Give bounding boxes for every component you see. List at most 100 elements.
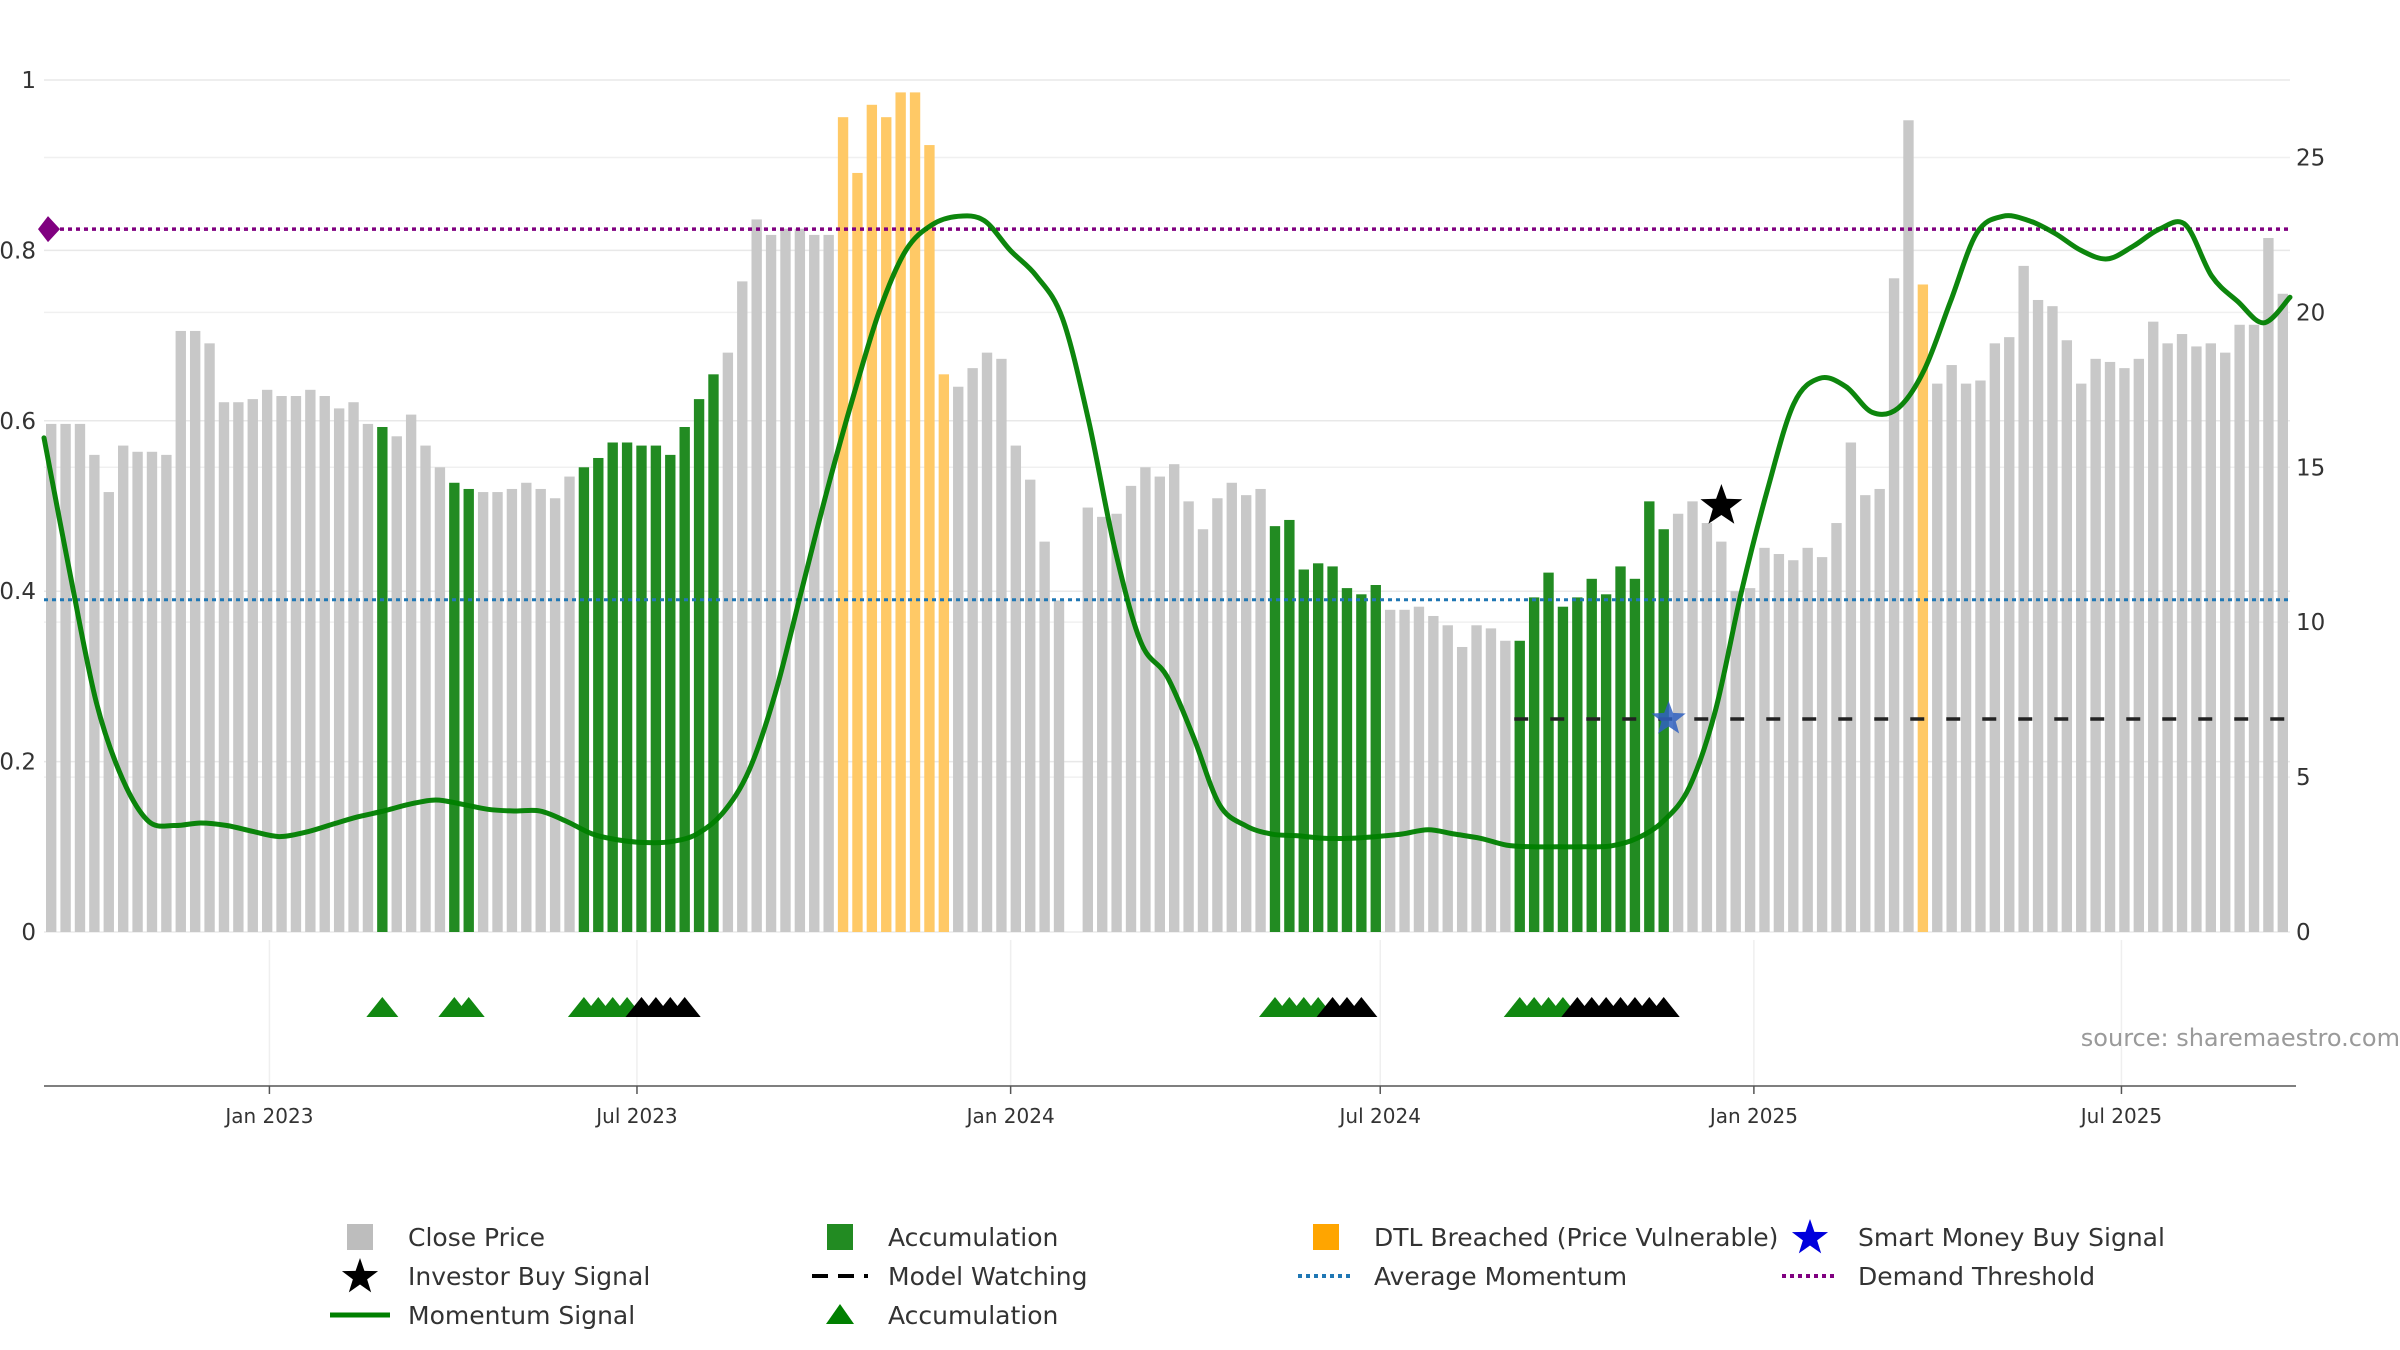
close-price-bar bbox=[1082, 507, 1093, 932]
close-price-bar bbox=[2176, 334, 2188, 932]
close-price-bar bbox=[247, 399, 258, 932]
legend-item-investor: Investor Buy Signal bbox=[330, 1257, 650, 1295]
demand-threshold-marker bbox=[38, 216, 60, 243]
close-price-bar bbox=[189, 330, 201, 932]
legend-star-icon bbox=[330, 1257, 390, 1295]
accumulation-bar bbox=[1341, 588, 1353, 932]
close-price-bar bbox=[391, 436, 402, 932]
close-price-bar bbox=[103, 492, 114, 932]
close-price-bar bbox=[276, 396, 287, 933]
close-price-bar bbox=[60, 423, 71, 932]
close-price-bar bbox=[1744, 588, 1756, 932]
close-price-bar bbox=[46, 423, 57, 932]
close-price-bar bbox=[549, 498, 561, 932]
legend-symbol bbox=[1313, 1224, 1339, 1250]
close-price-bar bbox=[953, 386, 964, 933]
close-price-bar bbox=[1169, 464, 1180, 932]
close-price-bar bbox=[290, 396, 302, 933]
close-price-bar bbox=[823, 234, 834, 933]
grid bbox=[44, 79, 2290, 1086]
close-price-bar bbox=[1716, 541, 1727, 932]
accumulation-bar bbox=[1629, 578, 1641, 932]
close-price-bar bbox=[233, 402, 244, 932]
close-price-bar bbox=[1888, 278, 1900, 932]
close-price-bar bbox=[2133, 358, 2145, 932]
close-price-bar bbox=[118, 445, 129, 932]
close-price-bar bbox=[2248, 324, 2260, 933]
close-price-bar bbox=[1226, 482, 1237, 932]
accumulation-bar bbox=[665, 454, 676, 932]
right-axis-tick-label: 0 bbox=[2296, 920, 2311, 946]
dtl-breached-bar bbox=[924, 145, 935, 932]
close-price-bar bbox=[1384, 609, 1396, 932]
legend-label: Smart Money Buy Signal bbox=[1858, 1222, 2165, 1252]
dtl-breached-bar bbox=[866, 104, 878, 932]
close-price-bar bbox=[967, 368, 978, 932]
close-price-bar bbox=[1816, 557, 1828, 932]
close-price-bar bbox=[2004, 337, 2015, 933]
close-price-bar bbox=[1053, 600, 1065, 932]
legend-square-icon bbox=[1296, 1218, 1356, 1256]
legend-symbol bbox=[341, 1258, 379, 1293]
close-price-bar bbox=[765, 234, 777, 933]
close-price-bar bbox=[218, 402, 230, 932]
legend-item-accum_tri: Accumulation bbox=[810, 1296, 1058, 1334]
accumulation-bar bbox=[1586, 578, 1597, 932]
close-price-bar bbox=[1111, 513, 1122, 932]
legend-label: DTL Breached (Price Vulnerable) bbox=[1374, 1222, 1779, 1252]
close-price-bar bbox=[405, 414, 417, 932]
left-axis-tick-label: 0.6 bbox=[0, 409, 36, 435]
accumulation-bar bbox=[1356, 594, 1367, 932]
close-price-bar bbox=[1903, 120, 1914, 932]
x-tick-label: Jan 2023 bbox=[223, 1104, 313, 1128]
close-price-bar bbox=[2047, 306, 2058, 933]
close-price-bar bbox=[1730, 591, 1741, 932]
close-price-bar bbox=[492, 492, 503, 932]
close-price-bar bbox=[132, 451, 143, 932]
legend-label: Close Price bbox=[408, 1222, 546, 1252]
accumulation-bar bbox=[1370, 585, 1381, 932]
accumulation-bar bbox=[693, 399, 705, 932]
legend-square-icon bbox=[810, 1218, 870, 1256]
accumulation-bar bbox=[636, 445, 647, 932]
close-price-bar bbox=[1183, 501, 1194, 932]
close-price-bar bbox=[981, 352, 993, 932]
close-price-bar bbox=[1241, 495, 1252, 932]
accumulation-markers bbox=[366, 997, 1680, 1017]
right-axis-tick-label: 20 bbox=[2296, 300, 2325, 326]
left-axis-tick-label: 0.4 bbox=[0, 579, 36, 605]
accumulation-bar bbox=[1514, 640, 1525, 932]
close-price-bar bbox=[319, 396, 330, 933]
close-price-bar bbox=[1485, 628, 1497, 932]
close-price-bar bbox=[348, 402, 359, 932]
close-price-bar bbox=[2119, 368, 2130, 932]
close-price-bar bbox=[477, 492, 489, 932]
close-price-bar bbox=[2032, 299, 2044, 932]
right-axis-tick-label: 10 bbox=[2296, 610, 2325, 636]
close-price-bar bbox=[780, 228, 791, 933]
accumulation-bar bbox=[1284, 519, 1295, 932]
close-price-bar bbox=[2205, 343, 2216, 932]
accumulation-bar bbox=[1572, 597, 1583, 932]
legend-item-momentum: Momentum Signal bbox=[330, 1296, 635, 1334]
legend-label: Momentum Signal bbox=[408, 1300, 636, 1330]
legend-line-icon bbox=[330, 1296, 390, 1334]
accumulation-bar bbox=[1557, 606, 1569, 932]
legend-label: Accumulation bbox=[888, 1300, 1059, 1330]
investor-buy-star bbox=[1700, 484, 1743, 524]
x-tick-label: Jan 2025 bbox=[1708, 1104, 1798, 1128]
close-price-bar bbox=[1442, 625, 1453, 932]
x-tick-label: Jul 2023 bbox=[594, 1104, 677, 1128]
close-price-bar bbox=[1831, 523, 1842, 932]
dtl-breached-bar bbox=[852, 172, 863, 933]
legend-symbol bbox=[347, 1224, 373, 1250]
close-price-bar bbox=[1212, 498, 1223, 932]
close-price-bar bbox=[1989, 343, 2001, 932]
close-price-bar bbox=[1025, 479, 1036, 932]
accumulation-bar bbox=[593, 457, 604, 932]
close-price-bar bbox=[2104, 361, 2116, 932]
x-tick-label: Jul 2024 bbox=[1338, 1104, 1421, 1128]
accumulation-bar bbox=[1615, 566, 1626, 932]
close-price-bar bbox=[2162, 343, 2173, 932]
close-price-bar bbox=[722, 352, 734, 932]
